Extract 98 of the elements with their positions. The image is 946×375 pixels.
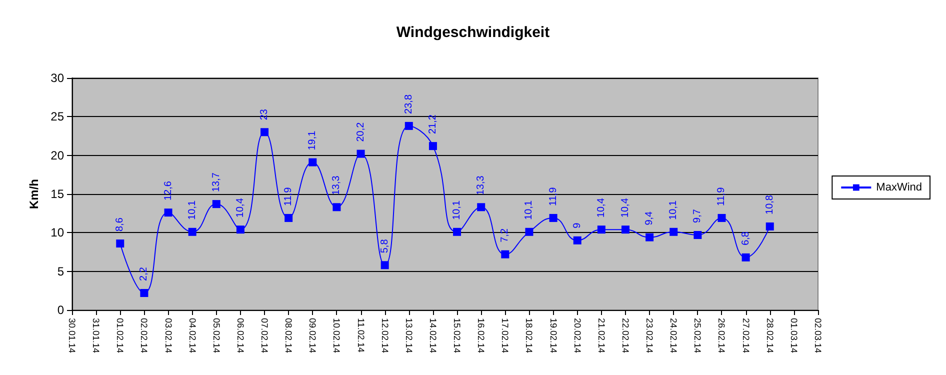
data-label: 9 — [572, 222, 583, 228]
data-label: 12,6 — [162, 180, 174, 201]
x-tick-label: 08.02.14 — [284, 318, 294, 354]
point — [308, 158, 317, 166]
data-label: 9,4 — [644, 210, 656, 226]
point — [525, 228, 534, 236]
x-tick-label: 24.02.14 — [668, 318, 679, 354]
chart-title: Windgeschwindigkeit — [396, 24, 550, 41]
point — [380, 261, 389, 270]
x-tick-label: 03.02.14 — [163, 318, 174, 354]
x-tick-label: 05.02.14 — [211, 318, 222, 354]
data-label: 5,8 — [379, 238, 390, 254]
x-tick-label: 22.02.14 — [620, 318, 630, 354]
legend-label: MaxWind — [876, 182, 922, 194]
point — [718, 214, 726, 222]
data-label: 11,9 — [548, 186, 559, 206]
point — [573, 236, 582, 244]
x-tick-label: 17.02.14 — [500, 318, 510, 354]
point — [404, 122, 413, 130]
x-tick-label: 02.02.14 — [139, 318, 150, 354]
x-tick-label: 01.02.14 — [115, 318, 126, 354]
data-label: 11,9 — [283, 186, 294, 206]
x-tick-label: 13.02.14 — [404, 318, 414, 354]
point — [501, 250, 510, 258]
x-tick-label: 02.03.14 — [813, 318, 823, 354]
data-label: 2,2 — [138, 266, 150, 281]
x-tick-label: 30.01.14 — [67, 318, 77, 354]
x-tick-label: 06.02.14 — [235, 318, 246, 354]
y-tick-label: 10 — [50, 226, 64, 240]
y-tick-label: 20 — [50, 148, 64, 162]
x-tick-label: 04.02.14 — [187, 318, 198, 354]
data-label: 19,1 — [307, 130, 318, 150]
data-label: 20,2 — [355, 122, 366, 142]
point — [694, 230, 702, 239]
data-label: 23,8 — [403, 94, 414, 114]
x-tick-label: 01.03.14 — [788, 318, 799, 354]
y-tick-label: 25 — [50, 110, 64, 124]
data-label: 10,4 — [620, 198, 631, 218]
y-tick-label: 15 — [50, 187, 64, 201]
point — [742, 253, 750, 262]
x-tick-label: 19.02.14 — [548, 318, 558, 354]
y-axis-title: Km/h — [26, 179, 41, 209]
data-label: 23 — [259, 108, 270, 120]
point — [549, 214, 558, 222]
data-label: 6,8 — [740, 231, 752, 246]
point — [621, 226, 630, 234]
x-tick-label: 16.02.14 — [476, 318, 486, 354]
data-label: 10,8 — [764, 194, 776, 214]
x-tick-label: 11.02.14 — [356, 318, 366, 352]
data-label: 8,6 — [114, 217, 126, 232]
y-tick-label: 5 — [57, 264, 64, 278]
x-tick-label: 25.02.14 — [692, 318, 703, 354]
point — [260, 128, 269, 136]
data-label: 13,7 — [210, 172, 222, 192]
point — [766, 222, 774, 230]
y-tick-label: 0 — [57, 303, 64, 317]
x-tick-label: 07.02.14 — [260, 318, 270, 354]
data-label: 10,4 — [596, 198, 607, 218]
x-tick-label: 28.02.14 — [764, 318, 775, 354]
point — [453, 228, 462, 236]
x-tick-label: 18.02.14 — [524, 318, 534, 354]
point — [212, 200, 220, 208]
x-tick-label: 27.02.14 — [740, 318, 751, 354]
point — [646, 233, 654, 242]
point — [356, 150, 365, 158]
data-label: 13,3 — [476, 175, 487, 196]
data-label: 10,1 — [452, 200, 463, 220]
data-label: 10,1 — [186, 200, 198, 220]
x-tick-label: 10.02.14 — [332, 318, 342, 354]
x-tick-label: 26.02.14 — [716, 318, 727, 354]
data-label: 21,2 — [427, 114, 438, 134]
x-tick-label: 15.02.14 — [452, 318, 462, 354]
x-tick-label: 21.02.14 — [596, 318, 606, 354]
point — [116, 239, 124, 248]
x-tick-label: 14.02.14 — [428, 318, 438, 354]
point — [670, 228, 678, 236]
point — [236, 226, 244, 234]
point — [332, 203, 341, 212]
point — [428, 142, 437, 150]
data-label: 11,9 — [716, 186, 728, 206]
data-label: 10,4 — [234, 198, 246, 218]
data-label: 9,7 — [692, 208, 704, 223]
x-tick-label: 31.01.14 — [91, 318, 102, 354]
data-label: 10,1 — [524, 200, 535, 220]
point — [140, 288, 148, 297]
point — [284, 214, 293, 222]
point — [597, 226, 606, 234]
point — [164, 208, 172, 217]
data-label: 13,3 — [331, 175, 342, 196]
x-tick-label: 20.02.14 — [572, 318, 582, 354]
data-label: 7,2 — [500, 228, 511, 242]
x-tick-label: 23.02.14 — [644, 318, 655, 354]
point — [188, 228, 196, 236]
data-label: 10,1 — [668, 200, 680, 220]
x-tick-label: 09.02.14 — [308, 318, 318, 354]
y-tick-label: 30 — [50, 71, 64, 85]
x-tick-label: 12.02.14 — [380, 318, 390, 354]
point — [477, 203, 486, 212]
